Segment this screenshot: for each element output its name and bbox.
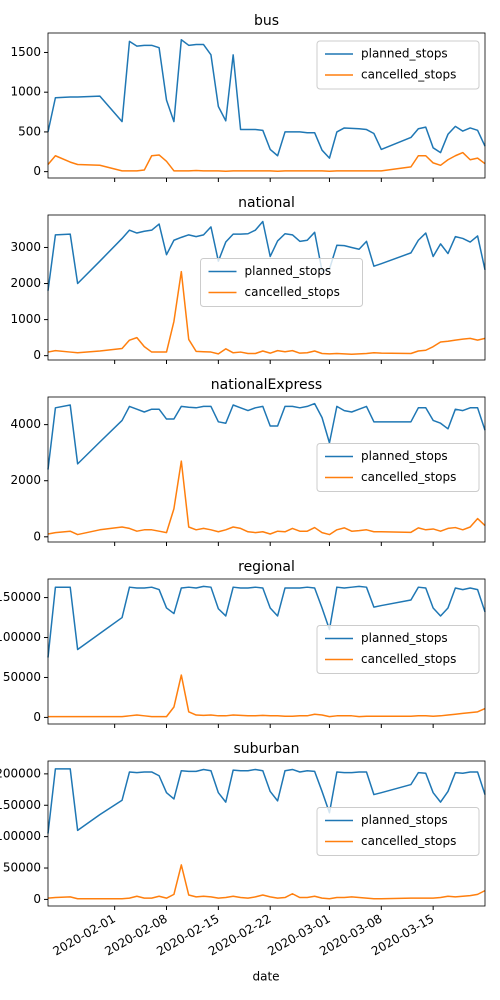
panel-title: regional bbox=[238, 559, 295, 575]
legend: planned_stops cancelled_stops bbox=[316, 807, 480, 856]
data-line bbox=[47, 585, 486, 658]
legend-label: planned_stops bbox=[361, 47, 448, 61]
y-tick-label: 2000 bbox=[10, 473, 41, 487]
x-axis-label: date bbox=[252, 970, 279, 984]
legend: planned_stops cancelled_stops bbox=[316, 625, 480, 674]
legend-box bbox=[316, 443, 480, 492]
legend-label: planned_stops bbox=[245, 264, 332, 278]
data-line bbox=[47, 151, 486, 172]
legend-box bbox=[316, 40, 480, 90]
legend: planned_stops cancelled_stops bbox=[316, 40, 480, 90]
y-tick-label: 2000 bbox=[10, 276, 41, 290]
data-line bbox=[47, 460, 486, 536]
y-tick-label: 1000 bbox=[10, 85, 41, 99]
plot-frame bbox=[47, 578, 486, 725]
data-line bbox=[47, 402, 486, 470]
y-tick-label: 1000 bbox=[10, 312, 41, 326]
plot-frame bbox=[47, 214, 486, 361]
legend: planned_stops cancelled_stops bbox=[316, 443, 480, 492]
data-line bbox=[47, 270, 486, 355]
y-tick-label: 50000 bbox=[3, 670, 41, 684]
y-tick-label: 150000 bbox=[0, 798, 41, 812]
data-line bbox=[47, 39, 486, 159]
data-line bbox=[47, 768, 486, 834]
legend-box bbox=[200, 258, 363, 307]
panel-title: national bbox=[238, 195, 295, 211]
y-tick-label: 150000 bbox=[0, 590, 41, 604]
y-tick-label: 0 bbox=[33, 348, 41, 362]
legend-label: cancelled_stops bbox=[361, 470, 456, 484]
y-tick-label: 3000 bbox=[10, 240, 41, 254]
legend-label: cancelled_stops bbox=[245, 285, 340, 299]
legend-label: planned_stops bbox=[361, 449, 448, 463]
data-line bbox=[47, 220, 486, 291]
legend: planned_stops cancelled_stops bbox=[200, 258, 363, 307]
y-tick-label: 200000 bbox=[0, 766, 41, 780]
y-tick-label: 100000 bbox=[0, 829, 41, 843]
legend-label: planned_stops bbox=[361, 631, 448, 645]
y-tick-label: 100000 bbox=[0, 630, 41, 644]
plot-frame bbox=[47, 32, 486, 179]
y-tick-label: 0 bbox=[33, 529, 41, 543]
data-line bbox=[47, 864, 486, 900]
y-tick-label: 0 bbox=[33, 164, 41, 178]
y-tick-label: 1500 bbox=[10, 45, 41, 59]
y-tick-label: 0 bbox=[33, 892, 41, 906]
y-tick-label: 4000 bbox=[10, 417, 41, 431]
panel-title: bus bbox=[254, 13, 279, 29]
y-tick-label: 50000 bbox=[3, 861, 41, 875]
y-tick-label: 500 bbox=[18, 124, 41, 138]
data-line bbox=[48, 674, 486, 718]
plot-frame bbox=[47, 396, 486, 543]
panel-title: nationalExpress bbox=[211, 377, 322, 393]
y-tick-label: 0 bbox=[33, 710, 41, 724]
legend-label: cancelled_stops bbox=[361, 652, 456, 666]
legend-label: planned_stops bbox=[361, 813, 448, 827]
legend-box bbox=[316, 625, 480, 674]
legend-label: cancelled_stops bbox=[361, 68, 456, 82]
panel-title: suburban bbox=[233, 741, 299, 757]
plot-frame bbox=[47, 760, 486, 907]
legend-label: cancelled_stops bbox=[361, 834, 456, 848]
legend-box bbox=[316, 807, 480, 856]
